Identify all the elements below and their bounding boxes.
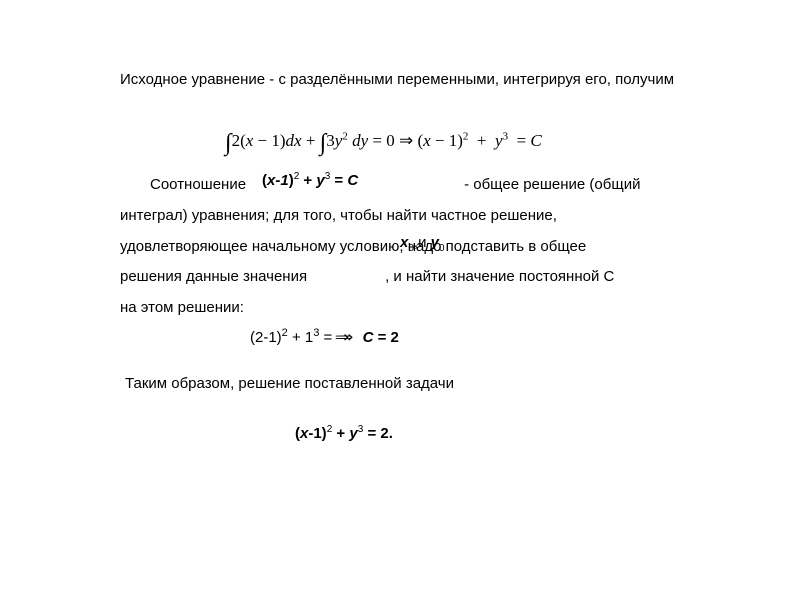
text-line4b: , и найти значение постоянной С [385, 268, 614, 285]
equation-final-answer: (x-1)2 + y3 = 2. [295, 425, 393, 442]
paragraph-conclusion: Таким образом, решение поставленной зада… [125, 375, 454, 392]
text-sootnoshenie: Соотношение [120, 170, 246, 201]
paragraph-intro: Исходное уравнение - с разделёнными пере… [120, 70, 680, 90]
text-line5: на этом решении: [120, 299, 244, 316]
text-line3a: удовлетворяющее начальному условию, [120, 238, 404, 255]
text-line2: интеграл) уравнения; для того, чтобы най… [120, 207, 557, 224]
text-line4a: решения данные значения [120, 268, 307, 285]
equation-substitution: (2-1)2 + 13 = ⇒⇒C = 2 [250, 328, 399, 346]
slide: Исходное уравнение - с разделёнными пере… [0, 0, 800, 600]
equation-integrals: ∫2(x − 1)dx + ∫3y2 dy = 0 ⇒ (x − 1)2 + y… [225, 130, 542, 157]
overlay-x0-y0: x0,и y0 [400, 234, 445, 251]
overlay-general-solution-formula: (x-1)2 + y3 = C [262, 172, 358, 189]
